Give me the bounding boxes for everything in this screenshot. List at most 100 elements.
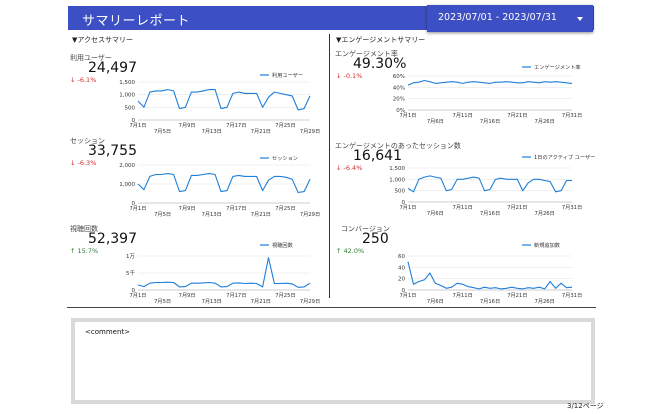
metric-value: 33,755 [88,143,137,159]
x-tick-label: 7月16日 [480,298,500,305]
x-tick-label: 7月13日 [202,211,222,218]
x-tick-label: 7月25日 [275,205,295,212]
engagement-summary-title: ▼エンゲージメントサマリー [336,36,426,44]
x-tick-label: 7月13日 [202,128,222,135]
x-tick-label: 7月31日 [562,292,582,299]
date-range-text: 2023/07/01 - 2023/07/31 [438,12,557,23]
x-tick-label: 7月6日 [427,298,444,305]
metric-label: コンバージョン [341,225,390,233]
legend-label: 利用ユーザー [272,71,303,79]
x-tick-label: 7月21日 [507,112,527,119]
x-tick-label: 7月17日 [226,292,246,299]
series-line [407,175,572,193]
y-tick-label: 1,000 [119,93,135,99]
y-tick-label: 0 [132,288,136,294]
access-summary-title: ▼アクセスサマリー [72,36,134,44]
legend-label: 1日のアクティブ ユーザー [534,153,595,161]
x-tick-label: 7月1日 [130,292,147,299]
page-number: 3/12ページ [567,402,604,410]
x-tick-label: 7月9日 [179,205,196,212]
caret-down-icon [577,17,583,21]
date-range-picker[interactable]: 2023/07/01 - 2023/07/31 [427,5,593,32]
users-line-chart: 0 500 1,000 1,500 7月1日 7月5日 7月9日 7月13日 7月17日 7月21… [119,71,320,135]
x-tick-label: 7月31日 [562,204,582,211]
vertical-divider [329,34,330,298]
legend-label: セッション [272,155,298,162]
horizontal-divider [67,307,596,308]
metric-delta: ↓ -0.1% [336,72,363,80]
metric-label: エンゲージメントのあったセッション数 [335,142,461,150]
y-tick-label: 500 [395,189,406,195]
y-tick-label: 40% [393,85,405,91]
x-tick-label: 7月29日 [300,211,320,218]
y-tick-label: 1,500 [119,80,135,86]
metric-value: 49.30% [353,56,407,72]
x-tick-label: 7月16日 [480,210,500,217]
x-tick-label: 7月6日 [427,210,444,217]
metric-delta: ↓ -6.3% [70,159,97,167]
comment-box[interactable]: <comment> [71,318,595,404]
y-tick-label: 0 [402,200,406,206]
x-tick-label: 7月9日 [179,122,196,129]
x-tick-label: 7月1日 [130,205,147,212]
x-tick-label: 7月5日 [154,128,171,135]
metric-value: 24,497 [88,60,137,76]
y-tick-label: 20 [398,277,405,283]
y-tick-label: 1,000 [389,177,405,183]
y-tick-label: 0 [402,288,406,294]
x-tick-label: 7月1日 [400,204,417,211]
x-tick-label: 7月5日 [154,211,171,218]
x-tick-label: 7月11日 [453,292,473,299]
series-line [407,79,573,86]
x-tick-label: 7月11日 [453,112,473,119]
y-tick-label: 1,000 [119,182,135,188]
views-line-chart: 0 5千 1万 7月1日 7月5日 7月9日 7月13日 7月17日 7月21日 7月25日 7月2… [126,241,320,305]
metric-delta: ↓ -6.1% [70,76,97,84]
report-title: サマリーレポート [82,14,191,29]
metric-delta: ↑ 15.7% [70,247,99,255]
x-tick-label: 7月29日 [300,298,320,305]
x-tick-label: 7月1日 [400,292,417,299]
metric-label: 視聴回数 [70,225,98,233]
y-tick-label: 60% [393,74,405,80]
x-tick-label: 7月6日 [427,118,444,125]
metric-value: 16,641 [353,148,402,164]
x-tick-label: 7月17日 [226,122,246,129]
comment-text: <comment> [85,328,130,336]
x-tick-label: 7月5日 [154,298,171,305]
x-tick-label: 7月21日 [251,128,271,135]
x-tick-label: 7月21日 [251,298,271,305]
x-tick-label: 7月31日 [562,112,582,119]
y-tick-label: 500 [125,105,136,111]
metric-label: 利用ユーザー [70,54,112,62]
y-tick-label: 1,500 [389,166,405,172]
metric-value: 52,397 [88,231,137,247]
legend-label: 視聴回数 [272,241,294,249]
x-tick-label: 7月16日 [480,118,500,125]
x-tick-label: 7月9日 [179,292,196,299]
y-tick-label: 20% [393,97,405,103]
series-line [137,173,311,194]
metric-label: エンゲージメント率 [335,50,398,58]
sessions-line-chart: 0 1,000 2,000 7月1日 7月5日 7月9日 7月13日 7月17日 7月21日 7月… [119,155,320,218]
y-tick-label: 0 [132,201,136,207]
x-tick-label: 7月29日 [300,128,320,135]
y-tick-label: 0 [132,118,136,124]
series-line [137,89,311,111]
x-tick-label: 7月11日 [453,204,473,211]
x-tick-label: 7月25日 [275,292,295,299]
x-tick-label: 7月21日 [251,211,271,218]
x-tick-label: 7月13日 [202,298,222,305]
y-tick-label: 1万 [126,253,135,260]
x-tick-label: 7月21日 [507,292,527,299]
metric-label: セッション [70,137,105,145]
legend-label: エンゲージメント率 [534,63,581,71]
y-tick-label: 60 [398,254,405,260]
x-tick-label: 7月21日 [507,204,527,211]
x-tick-label: 7月26日 [535,118,555,125]
x-tick-label: 7月26日 [535,298,555,305]
y-tick-label: 40 [398,265,405,271]
series-line [407,261,573,290]
metric-delta: ↓ -6.4% [336,164,363,172]
x-tick-label: 7月25日 [275,122,295,129]
